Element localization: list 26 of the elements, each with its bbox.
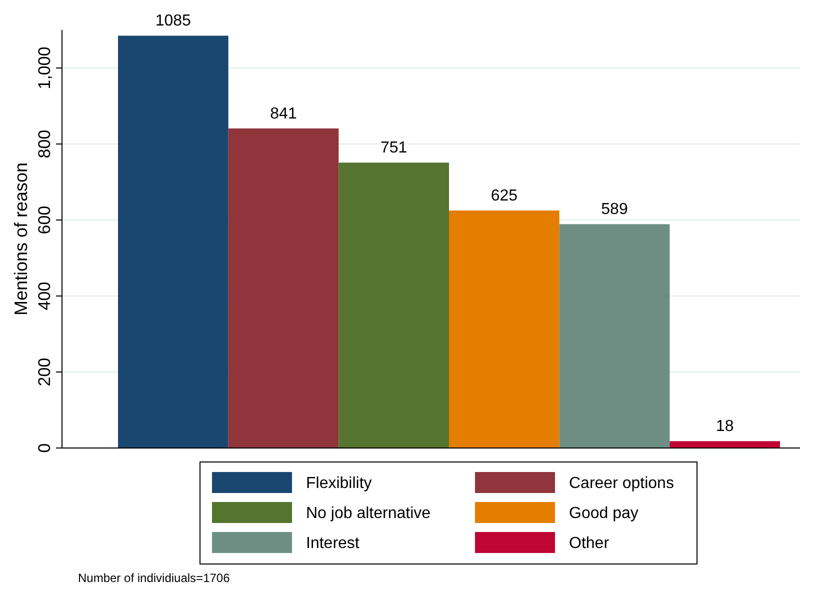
y-tick-label: 1,000 (35, 46, 54, 90)
data-label: 751 (380, 140, 408, 157)
legend-label: No job alternative (306, 505, 431, 522)
y-tick-label: 200 (35, 358, 54, 386)
data-label: 625 (490, 188, 518, 204)
legend-label: Interest (306, 535, 360, 552)
bar (338, 162, 449, 448)
y-tick-label: 400 (35, 282, 54, 310)
data-label: 841 (270, 105, 297, 122)
legend-label: Flexibility (306, 475, 372, 492)
data-label: 589 (601, 201, 628, 218)
data-label: 1085 (155, 12, 192, 30)
bar (559, 224, 670, 448)
text: Number of individiuals=1706 (78, 571, 230, 585)
legend-label: Good pay (569, 505, 638, 522)
bar (670, 441, 780, 448)
bar (449, 210, 560, 448)
y-tick-label: 600 (35, 206, 54, 234)
bar (228, 128, 339, 448)
data-label: 18 (716, 418, 734, 436)
y-tick-label: 0 (35, 443, 54, 453)
bar (118, 36, 228, 448)
legend-label: Career options (569, 475, 674, 492)
y-tick-label: 800 (35, 130, 54, 158)
legend-label: Other (569, 535, 610, 552)
y-axis-title: Mentions of reason (11, 162, 31, 316)
